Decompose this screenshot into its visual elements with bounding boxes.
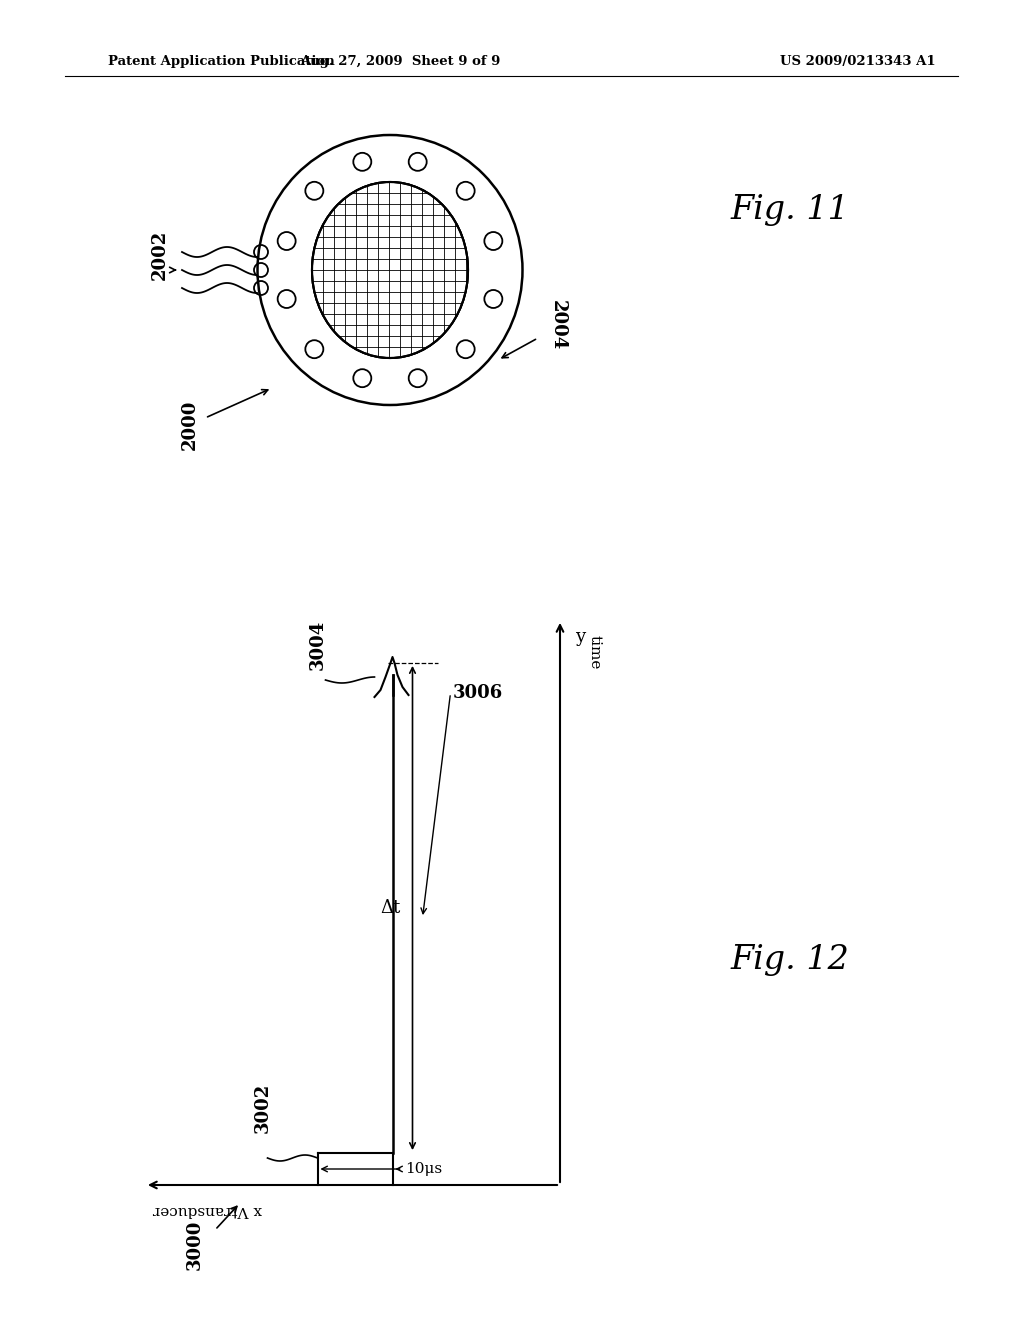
Text: 3000: 3000	[186, 1220, 204, 1270]
Text: 2000: 2000	[181, 400, 199, 450]
Text: Δt: Δt	[380, 899, 400, 917]
Text: x Vtransducer: x Vtransducer	[153, 1203, 262, 1217]
Text: 3002: 3002	[254, 1082, 271, 1133]
Text: Aug. 27, 2009  Sheet 9 of 9: Aug. 27, 2009 Sheet 9 of 9	[300, 55, 500, 69]
Text: 2002: 2002	[151, 230, 169, 280]
Text: 10μs: 10μs	[406, 1162, 442, 1176]
Text: time: time	[588, 635, 602, 669]
Text: 3006: 3006	[453, 684, 503, 702]
Text: Fig. 11: Fig. 11	[730, 194, 849, 226]
Text: 3004: 3004	[308, 620, 327, 671]
Text: y: y	[575, 628, 585, 645]
Text: 2004: 2004	[549, 300, 567, 350]
Text: Fig. 12: Fig. 12	[730, 944, 849, 975]
Text: US 2009/0213343 A1: US 2009/0213343 A1	[780, 55, 936, 69]
Ellipse shape	[312, 182, 468, 358]
Text: Patent Application Publication: Patent Application Publication	[108, 55, 335, 69]
